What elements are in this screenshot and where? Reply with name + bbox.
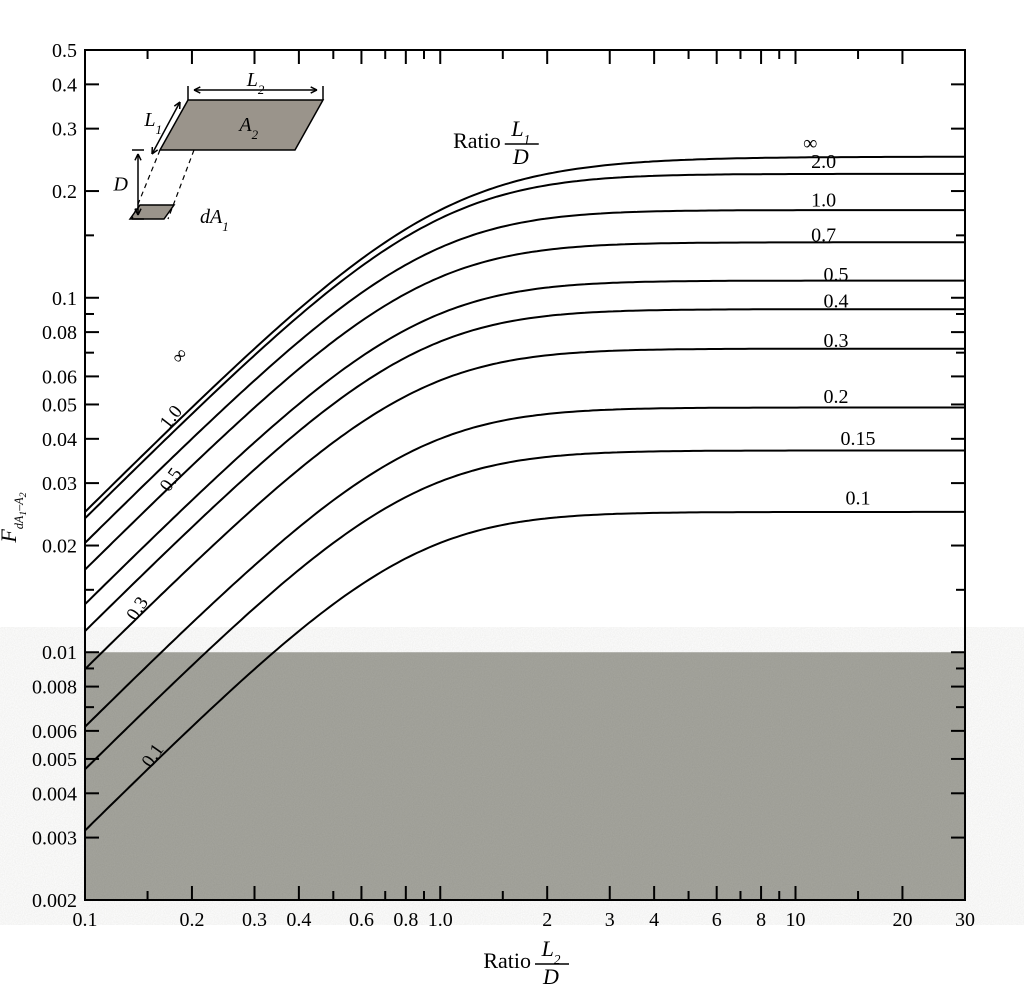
y-tick-label: 0.005 <box>32 749 77 771</box>
svg-text:D: D <box>113 174 129 196</box>
y-tick-label: 0.08 <box>42 322 77 344</box>
x-tick-label: 8 <box>756 909 766 931</box>
y-tick-label: 0.04 <box>42 429 77 451</box>
x-tick-label: 6 <box>712 909 722 931</box>
y-tick-label: 0.05 <box>42 394 77 416</box>
y-tick-label: 0.008 <box>32 677 77 699</box>
y-tick-label: 0.002 <box>32 890 77 912</box>
y-tick-label: 0.003 <box>32 828 77 850</box>
x-tick-label: 0.8 <box>393 909 418 931</box>
y-tick-label: 0.02 <box>42 536 77 558</box>
x-tick-label: 10 <box>786 909 806 931</box>
x-tick-label: 2 <box>542 909 552 931</box>
x-tick-label: 20 <box>892 909 912 931</box>
curve-label-∞: ∞ <box>803 132 817 154</box>
y-tick-label: 0.5 <box>52 40 77 62</box>
curve-label-0.15: 0.15 <box>841 428 876 450</box>
x-tick-label: 0.3 <box>242 909 267 931</box>
curve-label-0.2: 0.2 <box>823 386 848 408</box>
y-tick-label: 0.1 <box>52 288 77 310</box>
y-tick-label: 0.3 <box>52 119 77 141</box>
svg-text:Ratio: Ratio <box>453 128 501 153</box>
x-tick-label: 1.0 <box>428 909 453 931</box>
curve-label-0.4: 0.4 <box>823 291 848 313</box>
x-tick-label: 0.6 <box>349 909 374 931</box>
x-tick-label: 30 <box>955 909 975 931</box>
y-tick-label: 0.006 <box>32 721 77 743</box>
svg-text:Ratio: Ratio <box>483 948 531 973</box>
y-tick-label: 0.2 <box>52 181 77 203</box>
curve-label-0.1: 0.1 <box>846 487 871 509</box>
curve-label-0.3: 0.3 <box>823 330 848 352</box>
y-tick-label: 0.03 <box>42 473 77 495</box>
x-tick-label: 0.4 <box>286 909 311 931</box>
svg-text:D: D <box>542 964 559 989</box>
curve-label-1.0: 1.0 <box>811 189 836 211</box>
y-tick-label: 0.004 <box>32 783 77 805</box>
x-tick-label: 3 <box>605 909 615 931</box>
y-tick-label: 0.01 <box>42 642 77 664</box>
y-tick-label: 0.4 <box>52 74 77 96</box>
curve-label-0.5: 0.5 <box>823 264 848 286</box>
x-tick-label: 0.2 <box>179 909 204 931</box>
svg-text:D: D <box>512 144 529 169</box>
x-tick-label: 4 <box>649 909 659 931</box>
curve-label-0.7: 0.7 <box>811 224 836 246</box>
x-tick-label: 0.1 <box>73 909 98 931</box>
view-factor-chart: 0.10.10.150.20.30.30.40.50.50.71.01.02.0… <box>0 0 1024 1006</box>
y-tick-label: 0.06 <box>42 366 77 388</box>
